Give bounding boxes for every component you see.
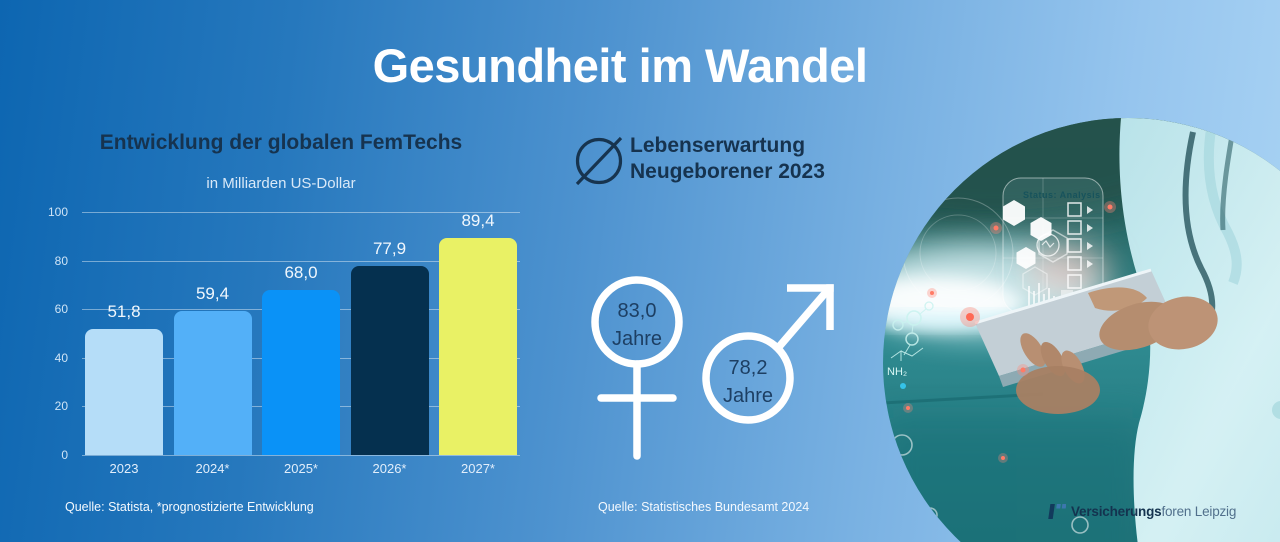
female-symbol: 83,0 Jahre [591,276,683,460]
male-symbol: 78,2 Jahre [702,284,834,424]
bar [262,289,340,455]
bar-value-label: 77,9 [372,238,407,258]
gridline [82,212,520,213]
molecule-label: NH₂ [887,366,907,378]
pointing-hand [1088,287,1218,351]
y-tick-label: 0 [61,448,68,462]
bar-column: 59,4 [173,212,252,455]
y-tick-label: 40 [54,350,68,365]
doctor-photo-illustration: Status: Analysis NH₂ [883,118,1280,542]
holding-hand [1016,333,1100,414]
chart-subtitle: in Milliarden US-Dollar [206,175,356,192]
bar [439,237,517,455]
life-expectancy-source: Quelle: Statistisches Bundesamt 2024 [598,500,810,514]
y-tick-label: 20 [54,399,68,414]
x-axis: 2023 2024* 2025* 2026* 2027* [82,461,520,476]
chart-source: Quelle: Statista, *prognostizierte Entwi… [65,500,314,514]
female-value: 83,0 [618,300,657,322]
bar-value-label: 68,0 [284,262,318,282]
bar-column: 68,0 [262,212,340,455]
gridline [82,455,520,456]
male-unit: Jahre [723,385,773,407]
bar-column: 51,8 [85,212,163,455]
x-tick-label: 2027* [461,461,495,476]
hexagon-icons [1003,200,1068,296]
y-tick-label: 100 [47,205,68,219]
male-value: 78,2 [729,357,768,379]
y-tick-label: 60 [54,302,68,317]
y-tick-label: 80 [54,253,68,268]
bar-value-label: 89,4 [461,210,495,230]
life-expectancy-heading: Lebenserwartung Neugeborener 2023 [630,133,825,185]
bar-value-label: 59,4 [195,283,230,303]
doctor-photo: Status: Analysis NH₂ [883,118,1280,542]
molecule-diagram [890,301,934,361]
bar [85,329,163,455]
bar-plot: 51,8 59,4 68,0 77,9 89,4 [82,210,520,456]
status-analysis-label: Status: Analysis [1023,190,1101,200]
logo-text-light: foren Leipzig [1161,504,1237,519]
bar-column: 77,9 [350,212,429,455]
hud-triangles [1087,206,1093,268]
x-tick-label: 2026* [372,461,407,476]
life-expectancy-heading-line1: Lebenserwartung [630,134,806,157]
chart-title: Entwicklung der globalen FemTechs [99,131,463,154]
page-title: Gesundheit im Wandel [372,39,868,92]
x-tick-label: 2025* [284,461,318,476]
stethoscope-icon [1182,131,1216,325]
average-diameter-icon [575,136,623,186]
bar [350,265,429,455]
y-axis: 0 20 40 60 80 100 [34,205,74,462]
bar-column: 89,4 [439,210,517,455]
gridline [82,260,520,262]
logo-text-bold: Versicherungs [1071,504,1162,519]
x-tick-label: 2023 [109,461,139,476]
glow-dots [900,201,1116,463]
life-expectancy-heading-line2: Neugeborener 2023 [630,160,825,183]
bar [173,310,252,455]
x-tick-label: 2024* [195,461,230,476]
bar-value-label: 51,8 [107,302,141,322]
logo-icon [1048,504,1066,519]
versicherungsforen-logo: Versicherungsforen Leipzig [1048,503,1236,520]
female-unit: Jahre [612,328,662,350]
